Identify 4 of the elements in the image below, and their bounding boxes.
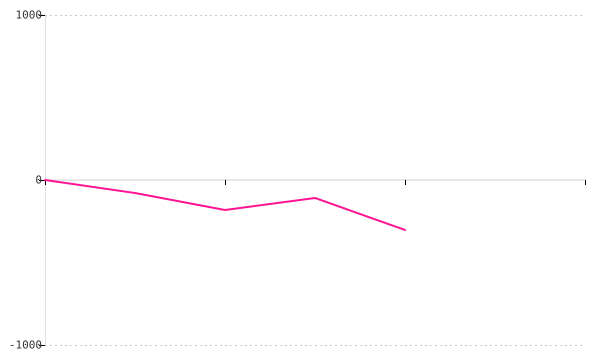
y-tick-label: 1000	[16, 8, 42, 22]
line-series	[44, 179, 406, 231]
y-tick-label: -1000	[8, 338, 42, 352]
y-tick-label: 0	[35, 174, 42, 186]
